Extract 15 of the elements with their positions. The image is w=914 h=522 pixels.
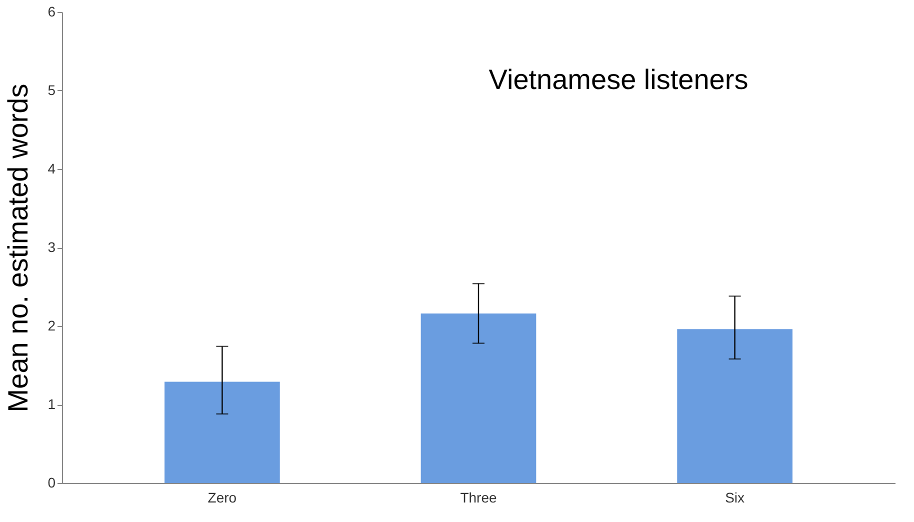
y-tick-label: 6 <box>48 4 56 20</box>
y-tick-label: 3 <box>48 239 56 255</box>
bar <box>677 329 792 483</box>
bar <box>420 313 536 483</box>
x-tick-label: Six <box>725 490 745 506</box>
y-tick-label: 4 <box>48 160 56 176</box>
x-tick-label: Zero <box>208 490 237 506</box>
y-tick-label: 5 <box>48 82 56 98</box>
y-tick-label: 1 <box>48 396 56 412</box>
y-axis-title: Mean no. estimated words <box>2 84 34 412</box>
x-tick-label: Three <box>460 490 497 506</box>
bar <box>164 382 280 483</box>
text: Vietnamese listeners <box>488 64 748 95</box>
y-tick-label: 0 <box>48 474 56 490</box>
y-tick-label: 2 <box>48 318 56 334</box>
